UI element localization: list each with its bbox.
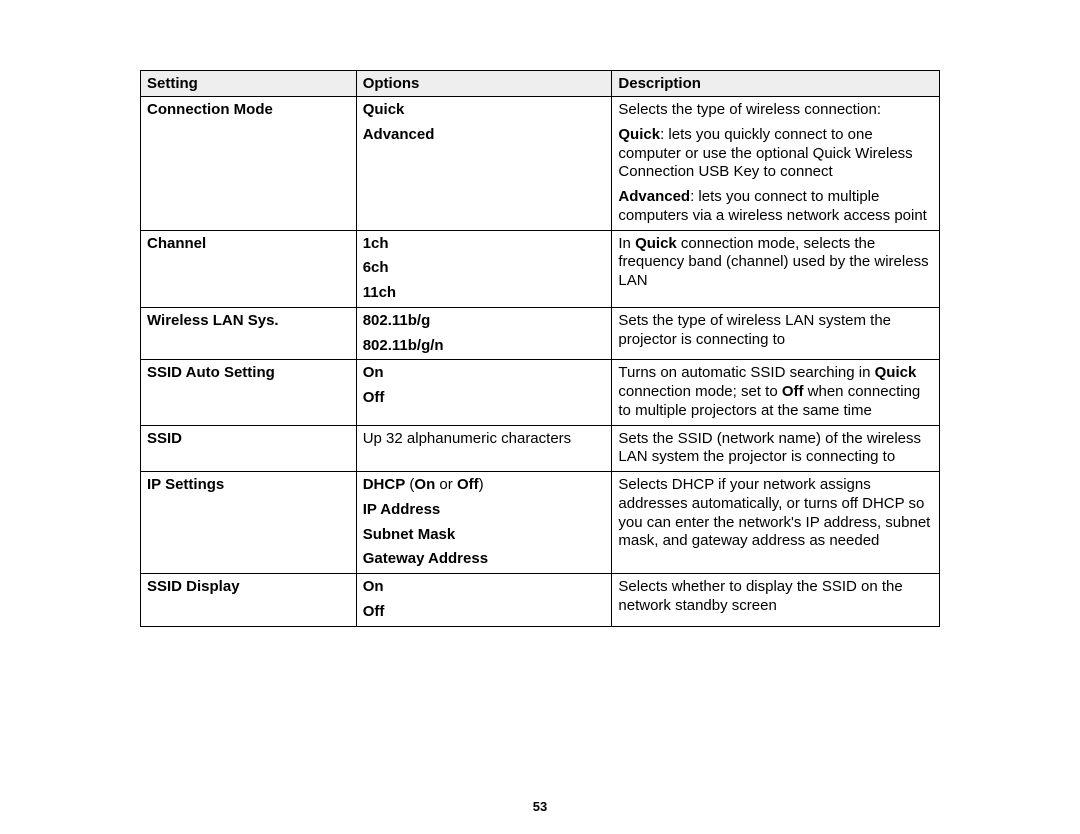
description-cell: Sets the SSID (network name) of the wire… <box>612 425 940 472</box>
option-item: 802.11b/g <box>363 312 606 331</box>
option-item: Quick <box>363 101 606 120</box>
table-header-row: Setting Options Description <box>141 71 940 97</box>
description-cell: In Quick connection mode, selects the fr… <box>612 230 940 307</box>
options-cell: Up 32 alphanumeric characters <box>356 425 612 472</box>
table-row: Connection Mode Quick Advanced Selects t… <box>141 97 940 231</box>
desc-bold: Quick <box>635 235 677 252</box>
desc-paragraph: Selects the type of wireless connection: <box>618 101 933 120</box>
table-row: SSID Up 32 alphanumeric characters Sets … <box>141 425 940 472</box>
table-row: IP Settings DHCP (On or Off) IP Address … <box>141 472 940 574</box>
desc-text: Turns on automatic SSID searching in <box>618 364 874 381</box>
table-row: SSID Display On Off Selects whether to d… <box>141 574 940 627</box>
description-cell: Turns on automatic SSID searching in Qui… <box>612 360 940 425</box>
desc-bold: Off <box>782 383 804 400</box>
option-item: Off <box>363 389 606 408</box>
desc-bold: Quick <box>618 126 660 143</box>
header-setting: Setting <box>141 71 357 97</box>
page-number: 53 <box>0 799 1080 814</box>
setting-cell: SSID <box>141 425 357 472</box>
desc-bold: Advanced <box>618 188 690 205</box>
option-item: DHCP (On or Off) <box>363 476 606 495</box>
table-row: SSID Auto Setting On Off Turns on automa… <box>141 360 940 425</box>
description-cell: Selects DHCP if your network assigns add… <box>612 472 940 574</box>
document-page: Setting Options Description Connection M… <box>0 0 1080 627</box>
description-cell: Selects the type of wireless connection:… <box>612 97 940 231</box>
desc-paragraph: Advanced: lets you connect to multiple c… <box>618 188 933 226</box>
table-row: Wireless LAN Sys. 802.11b/g 802.11b/g/n … <box>141 307 940 360</box>
option-item: Gateway Address <box>363 550 606 569</box>
setting-cell: IP Settings <box>141 472 357 574</box>
opt-bold: Off <box>457 476 479 493</box>
options-cell: On Off <box>356 574 612 627</box>
opt-text: ) <box>479 476 484 493</box>
option-item: 6ch <box>363 259 606 278</box>
setting-cell: SSID Display <box>141 574 357 627</box>
setting-cell: Wireless LAN Sys. <box>141 307 357 360</box>
desc-paragraph: Quick: lets you quickly connect to one c… <box>618 126 933 182</box>
options-cell: On Off <box>356 360 612 425</box>
table-row: Channel 1ch 6ch 11ch In Quick connection… <box>141 230 940 307</box>
option-item: IP Address <box>363 501 606 520</box>
setting-cell: Connection Mode <box>141 97 357 231</box>
setting-cell: Channel <box>141 230 357 307</box>
options-cell: 1ch 6ch 11ch <box>356 230 612 307</box>
option-item: 802.11b/g/n <box>363 337 606 356</box>
description-cell: Selects whether to display the SSID on t… <box>612 574 940 627</box>
opt-bold: DHCP <box>363 476 406 493</box>
option-item: 1ch <box>363 235 606 254</box>
desc-text: connection mode; set to <box>618 383 781 400</box>
option-item: Subnet Mask <box>363 526 606 545</box>
option-item: On <box>363 364 606 383</box>
desc-text: : lets you quickly connect to one comput… <box>618 126 912 181</box>
header-options: Options <box>356 71 612 97</box>
option-item: Off <box>363 603 606 622</box>
options-cell: DHCP (On or Off) IP Address Subnet Mask … <box>356 472 612 574</box>
options-cell: 802.11b/g 802.11b/g/n <box>356 307 612 360</box>
option-item: On <box>363 578 606 597</box>
settings-table: Setting Options Description Connection M… <box>140 70 940 627</box>
option-item: 11ch <box>363 284 606 303</box>
desc-text: In <box>618 235 635 252</box>
setting-cell: SSID Auto Setting <box>141 360 357 425</box>
description-cell: Sets the type of wireless LAN system the… <box>612 307 940 360</box>
option-item: Advanced <box>363 126 606 145</box>
opt-bold: On <box>414 476 435 493</box>
options-cell: Quick Advanced <box>356 97 612 231</box>
opt-text: or <box>435 476 457 493</box>
desc-bold: Quick <box>875 364 917 381</box>
header-description: Description <box>612 71 940 97</box>
